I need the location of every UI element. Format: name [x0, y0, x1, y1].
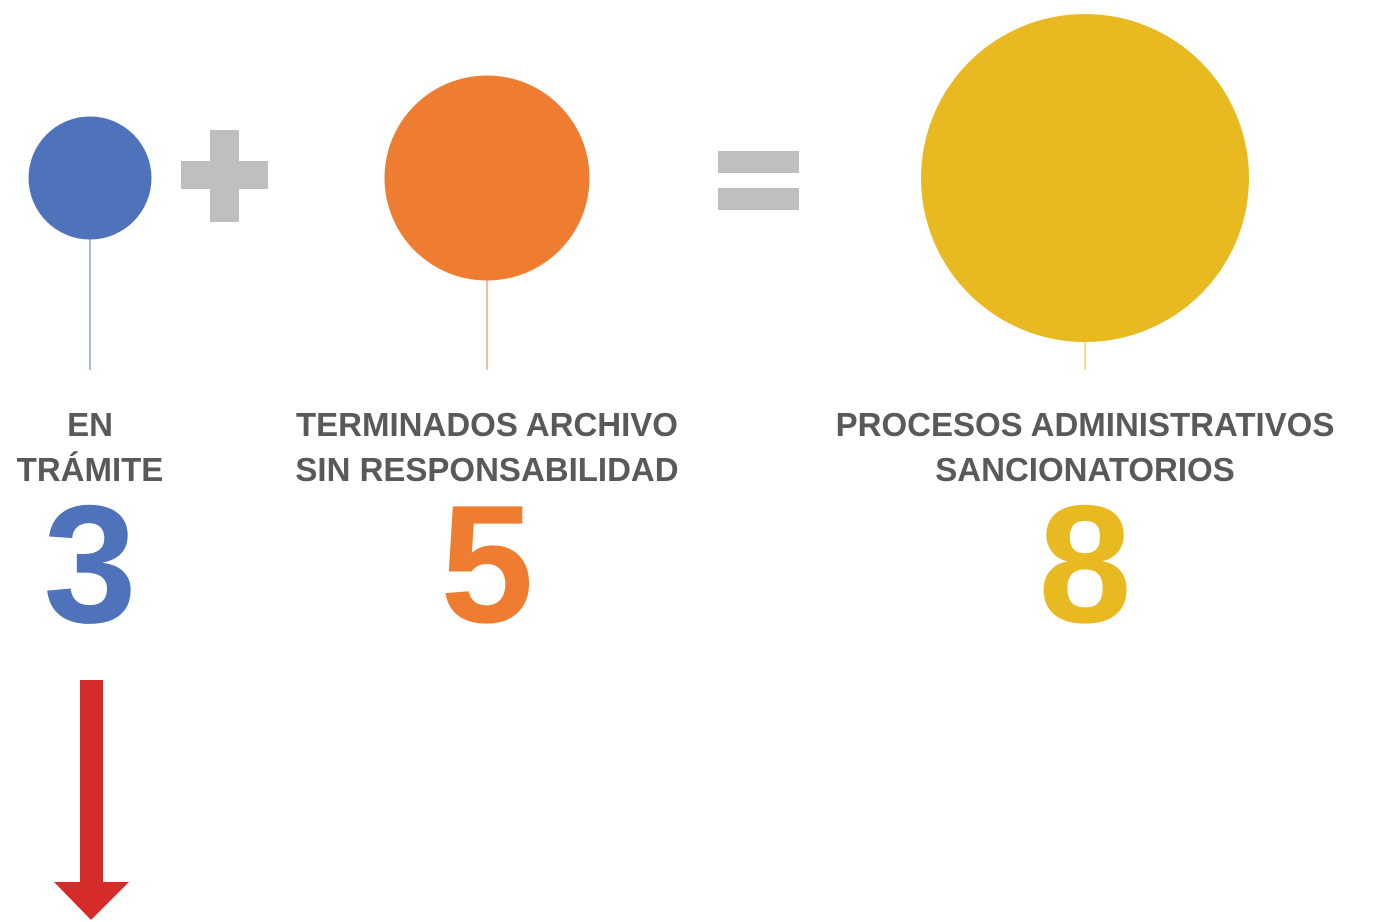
plus-sign — [181, 130, 268, 222]
item-value: 3 — [43, 470, 136, 658]
item-label: SIN RESPONSABILIDAD — [295, 451, 678, 488]
item-label: PROCESOS ADMINISTRATIVOS — [836, 406, 1335, 443]
item-label: EN — [67, 406, 113, 443]
bubble — [921, 14, 1249, 342]
bubble — [28, 116, 152, 240]
item-label: TERMINADOS ARCHIVO — [296, 406, 678, 443]
item-value: 5 — [440, 470, 533, 658]
down-arrow — [54, 680, 129, 920]
item-value: 8 — [1038, 470, 1131, 658]
bubble — [384, 75, 590, 281]
equals-sign — [718, 151, 799, 210]
item-label: SANCIONATORIOS — [935, 451, 1234, 488]
item-label: TRÁMITE — [17, 451, 164, 488]
